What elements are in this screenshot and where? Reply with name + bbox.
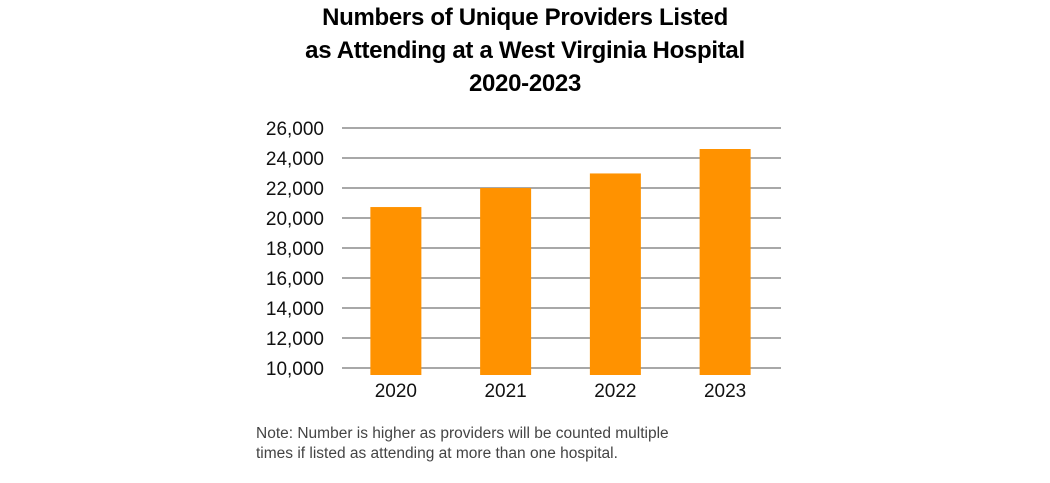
chart-title-line-2: as Attending at a West Virginia Hospital: [305, 37, 745, 64]
chart-title: Numbers of Unique Providers Listed as At…: [0, 1, 1050, 100]
y-tick-label: 18,000: [266, 239, 324, 260]
bar-2020: [370, 207, 422, 375]
y-tick-label: 26,000: [266, 119, 324, 140]
bar-2022: [589, 173, 641, 375]
y-tick-label: 16,000: [266, 269, 324, 290]
x-tick-label: 2022: [594, 381, 636, 402]
y-tick-label: 12,000: [266, 329, 324, 350]
x-tick-label: 2020: [375, 381, 417, 402]
y-tick-label: 22,000: [266, 179, 324, 200]
x-axis-tick-labels: 2020 2021 2022 2023: [375, 381, 747, 402]
note-line-1: Note: Number is higher as providers will…: [256, 425, 669, 442]
x-tick-label: 2021: [484, 381, 526, 402]
y-tick-label: 20,000: [266, 209, 324, 230]
y-tick-label: 24,000: [266, 149, 324, 170]
chart-title-line-1: Numbers of Unique Providers Listed: [322, 4, 728, 31]
x-tick-label: 2023: [704, 381, 746, 402]
y-tick-label: 10,000: [266, 359, 324, 380]
chart-note: Note: Number is higher as providers will…: [256, 424, 669, 464]
bar-2023: [699, 149, 751, 375]
y-tick-label: 14,000: [266, 299, 324, 320]
bars: [370, 149, 751, 375]
y-axis-tick-labels: 10,000 12,000 14,000 16,000 18,000 20,000 22,0…: [266, 119, 324, 380]
bar-2021: [480, 188, 532, 375]
note-line-2: times if listed as attending at more tha…: [256, 445, 618, 462]
chart-title-line-3: 2020-2023: [468, 70, 582, 97]
